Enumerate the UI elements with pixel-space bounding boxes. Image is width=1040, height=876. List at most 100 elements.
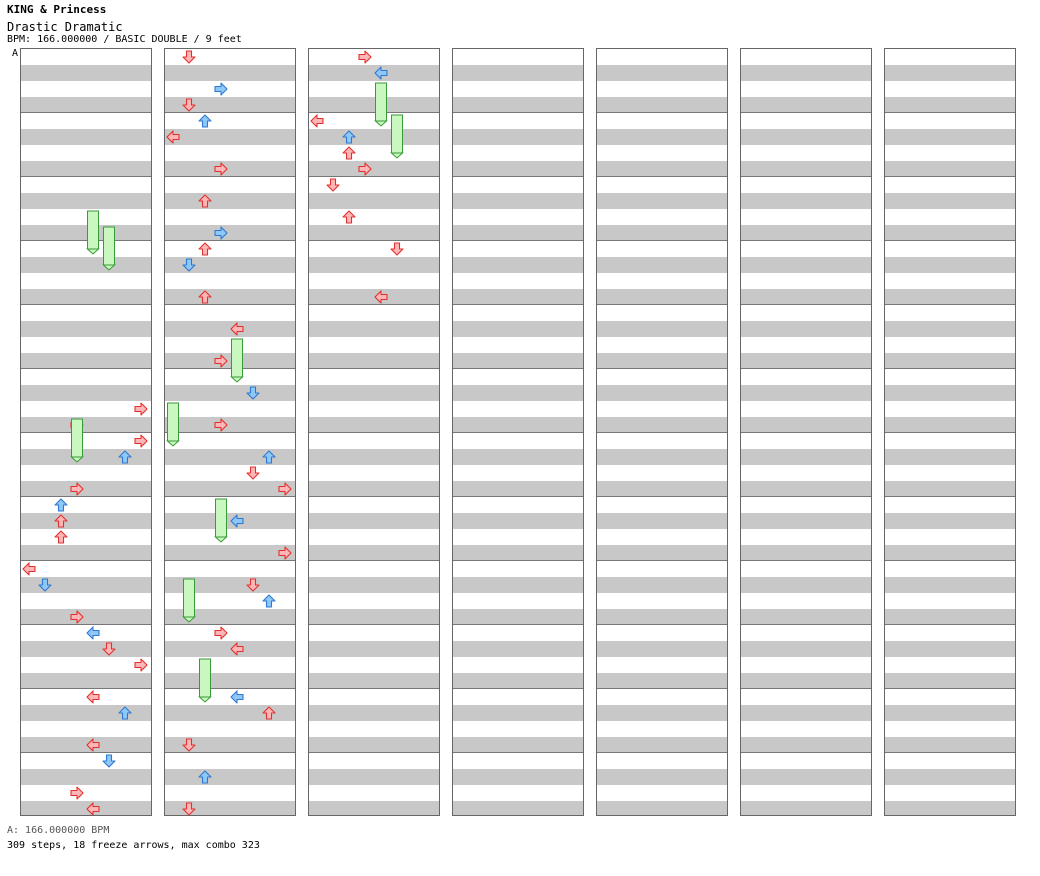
up-arrow-icon — [342, 129, 356, 144]
measure-line — [165, 368, 295, 369]
measure-line — [21, 240, 151, 241]
right-arrow-icon — [278, 545, 292, 560]
song-artist: KING & Princess — [7, 3, 107, 16]
measure-line — [741, 240, 871, 241]
measure-line — [597, 368, 727, 369]
right-arrow-icon — [214, 417, 228, 432]
measure-line — [165, 432, 295, 433]
measure-line — [885, 752, 1015, 753]
measure-line — [453, 560, 583, 561]
measure-line — [21, 112, 151, 113]
measure-line — [165, 560, 295, 561]
measure-line — [453, 432, 583, 433]
up-arrow-icon — [198, 241, 212, 256]
freeze-arrow-icon — [214, 497, 228, 543]
measure-line — [885, 688, 1015, 689]
down-arrow-icon — [246, 465, 260, 480]
measure-line — [741, 432, 871, 433]
up-arrow-icon — [54, 529, 68, 544]
left-arrow-icon — [374, 65, 388, 80]
chart-column-1 — [20, 48, 152, 816]
measure-line — [741, 176, 871, 177]
measure-line — [885, 304, 1015, 305]
measure-line — [309, 240, 439, 241]
measure-line — [309, 752, 439, 753]
measure-line — [453, 496, 583, 497]
measure-line — [21, 624, 151, 625]
measure-line — [453, 624, 583, 625]
freeze-arrow-icon — [86, 209, 100, 255]
measure-line — [597, 176, 727, 177]
bpm-marker-label: A — [12, 48, 19, 59]
left-arrow-icon — [86, 625, 100, 640]
up-arrow-icon — [342, 209, 356, 224]
measure-line — [597, 432, 727, 433]
freeze-arrow-icon — [70, 417, 84, 463]
footer-stats: 309 steps, 18 freeze arrows, max combo 3… — [7, 840, 260, 851]
measure-line — [597, 624, 727, 625]
right-arrow-icon — [358, 161, 372, 176]
up-arrow-icon — [118, 449, 132, 464]
down-arrow-icon — [182, 801, 196, 816]
measure-line — [453, 112, 583, 113]
down-arrow-icon — [182, 97, 196, 112]
down-arrow-icon — [246, 577, 260, 592]
right-arrow-icon — [358, 49, 372, 64]
measure-line — [885, 560, 1015, 561]
right-arrow-icon — [70, 785, 84, 800]
left-arrow-icon — [230, 513, 244, 528]
freeze-arrow-icon — [198, 657, 212, 703]
measure-line — [885, 496, 1015, 497]
down-arrow-icon — [182, 49, 196, 64]
down-arrow-icon — [390, 241, 404, 256]
left-arrow-icon — [22, 561, 36, 576]
left-arrow-icon — [86, 801, 100, 816]
measure-line — [165, 496, 295, 497]
down-arrow-icon — [38, 577, 52, 592]
left-arrow-icon — [374, 289, 388, 304]
chart-meta: BPM: 166.000000 / BASIC DOUBLE / 9 feet — [7, 34, 242, 45]
measure-line — [21, 368, 151, 369]
song-title: Drastic Dramatic — [7, 20, 123, 34]
measure-line — [597, 496, 727, 497]
up-arrow-icon — [198, 769, 212, 784]
up-arrow-icon — [198, 289, 212, 304]
left-arrow-icon — [86, 689, 100, 704]
right-arrow-icon — [70, 609, 84, 624]
right-arrow-icon — [134, 401, 148, 416]
measure-line — [21, 176, 151, 177]
left-arrow-icon — [86, 737, 100, 752]
chart-column-2 — [164, 48, 296, 816]
right-arrow-icon — [214, 161, 228, 176]
up-arrow-icon — [118, 705, 132, 720]
left-arrow-icon — [310, 113, 324, 128]
measure-line — [741, 496, 871, 497]
down-arrow-icon — [182, 257, 196, 272]
down-arrow-icon — [326, 177, 340, 192]
right-arrow-icon — [134, 657, 148, 672]
measure-line — [885, 176, 1015, 177]
measure-line — [741, 624, 871, 625]
freeze-arrow-icon — [102, 225, 116, 271]
measure-line — [165, 688, 295, 689]
freeze-arrow-icon — [230, 337, 244, 383]
measure-line — [309, 112, 439, 113]
measure-line — [885, 368, 1015, 369]
measure-line — [885, 240, 1015, 241]
measure-line — [309, 560, 439, 561]
measure-line — [597, 240, 727, 241]
measure-line — [309, 304, 439, 305]
right-arrow-icon — [214, 625, 228, 640]
measure-line — [453, 176, 583, 177]
left-arrow-icon — [166, 129, 180, 144]
measure-line — [165, 304, 295, 305]
left-arrow-icon — [230, 641, 244, 656]
chart-column-6 — [740, 48, 872, 816]
measure-line — [309, 624, 439, 625]
down-arrow-icon — [102, 753, 116, 768]
up-arrow-icon — [198, 193, 212, 208]
right-arrow-icon — [214, 81, 228, 96]
measure-line — [741, 368, 871, 369]
measure-line — [165, 240, 295, 241]
freeze-arrow-icon — [182, 577, 196, 623]
